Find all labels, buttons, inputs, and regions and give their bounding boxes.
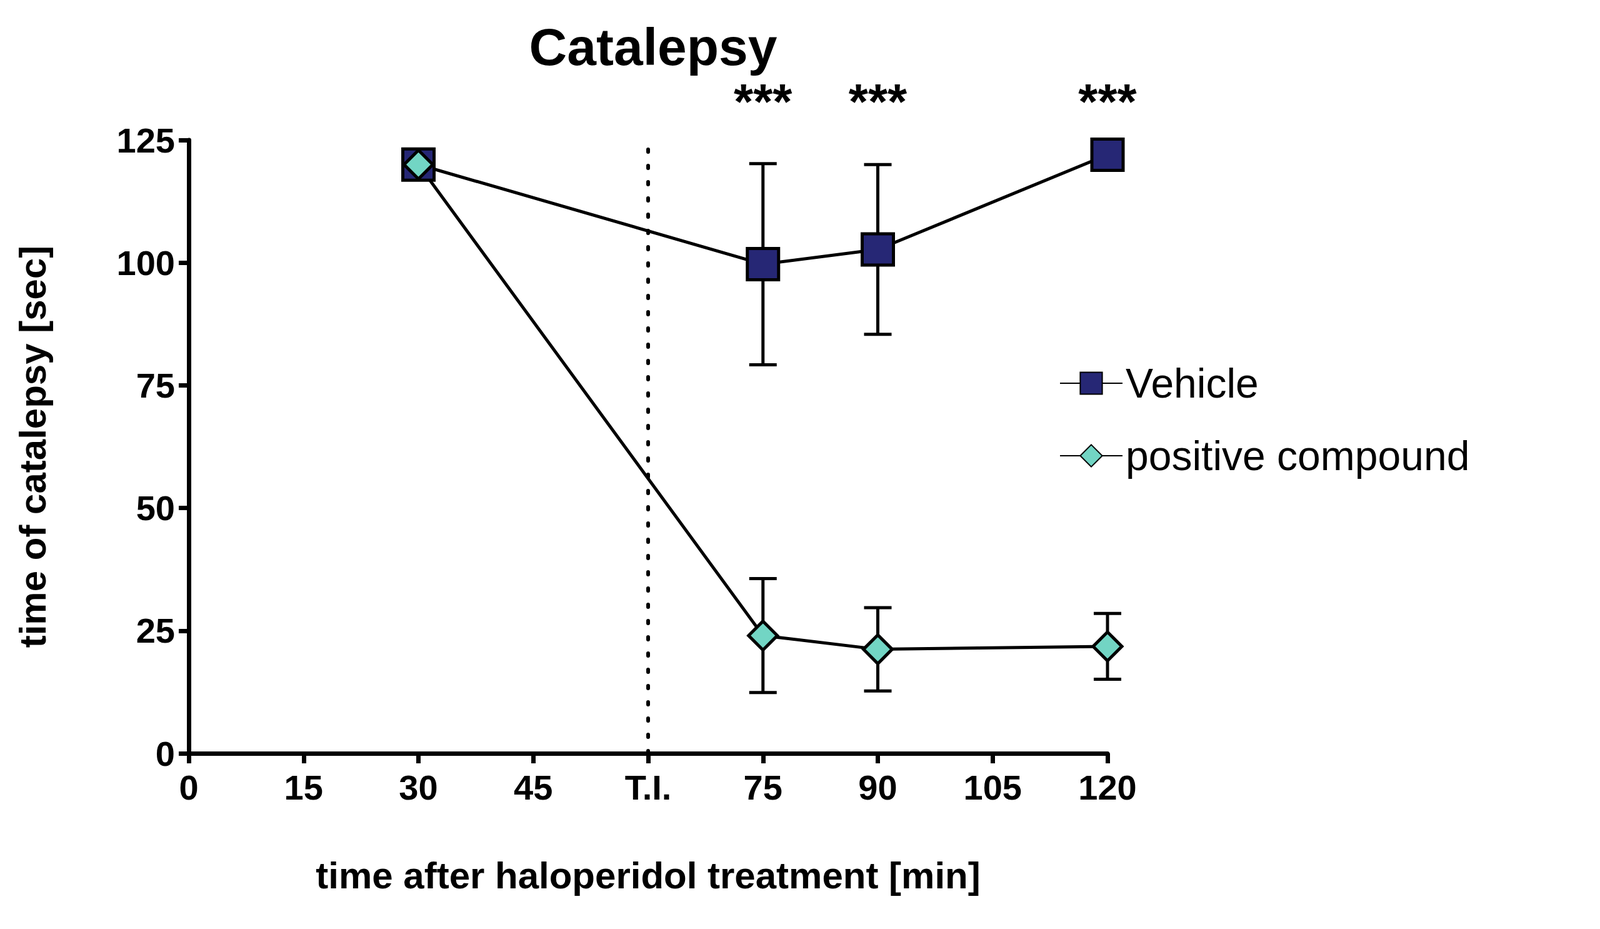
svg-text:***: *** (1078, 73, 1137, 130)
svg-text:0: 0 (155, 733, 175, 774)
svg-text:15: 15 (284, 767, 324, 807)
svg-text:***: *** (848, 73, 908, 130)
svg-text:45: 45 (513, 767, 553, 807)
svg-text:75: 75 (136, 365, 175, 405)
svg-text:time of catalepsy [sec]: time of catalepsy [sec] (11, 245, 54, 649)
svg-text:25: 25 (136, 610, 175, 650)
svg-text:Catalepsy: Catalepsy (529, 17, 778, 77)
svg-text:75: 75 (743, 767, 783, 807)
svg-text:0: 0 (178, 767, 199, 807)
svg-text:100: 100 (116, 243, 175, 283)
svg-text:120: 120 (1078, 767, 1137, 807)
svg-text:Vehicle: Vehicle (1125, 360, 1259, 407)
svg-text:positive compound: positive compound (1125, 432, 1470, 479)
svg-text:***: *** (733, 73, 793, 130)
svg-text:50: 50 (136, 488, 175, 528)
svg-text:time after haloperidol treatme: time after haloperidol treatment [min] (315, 854, 980, 897)
svg-text:90: 90 (858, 767, 897, 807)
svg-text:T.I.: T.I. (625, 767, 672, 807)
svg-text:30: 30 (398, 767, 438, 807)
svg-text:125: 125 (116, 120, 175, 160)
svg-text:105: 105 (963, 767, 1022, 807)
